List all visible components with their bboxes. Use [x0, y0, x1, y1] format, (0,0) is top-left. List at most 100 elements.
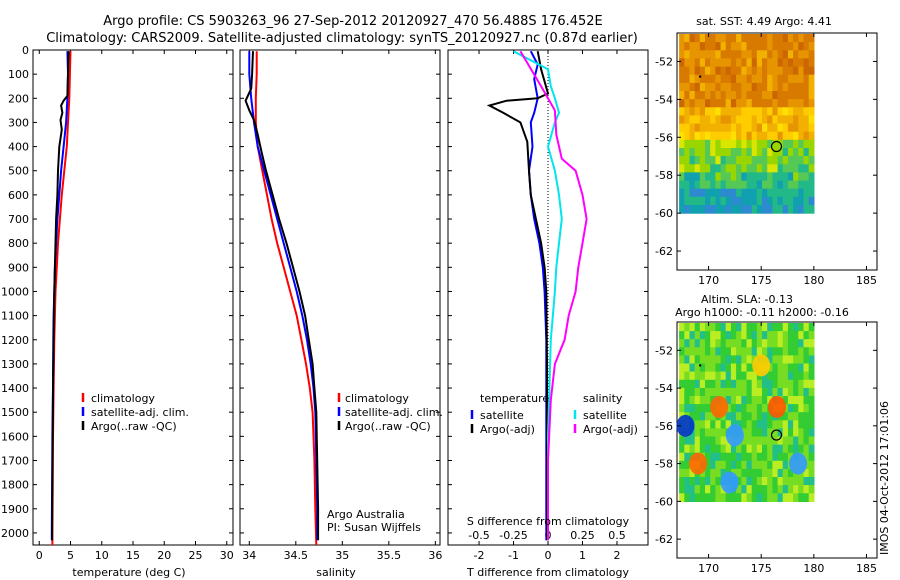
map-cell — [715, 485, 722, 494]
map-cell — [793, 347, 799, 356]
map-cell — [710, 148, 716, 157]
map-cell — [793, 50, 799, 59]
map-cell — [798, 115, 805, 125]
map-cell — [705, 339, 711, 348]
map-cell — [715, 50, 722, 59]
map-cell — [699, 420, 706, 429]
legend-label: Argo(..raw -QC) — [91, 420, 177, 433]
map-cell — [782, 363, 789, 373]
map-cell — [762, 123, 768, 133]
map-cell — [741, 164, 748, 173]
map-cell — [730, 34, 737, 43]
map-cell — [679, 107, 685, 116]
map-cell — [787, 58, 794, 68]
map-cell — [679, 404, 685, 413]
map-cell — [694, 172, 701, 182]
map-cell — [741, 477, 748, 486]
map-cell — [715, 363, 722, 373]
map-cell — [762, 323, 768, 332]
map-cell — [715, 34, 722, 43]
xtick-label: 2 — [613, 549, 620, 562]
map-cell — [736, 99, 742, 108]
map-cell — [699, 436, 706, 446]
map-cell — [762, 156, 768, 165]
map-cell — [736, 82, 742, 92]
map-cell — [710, 387, 716, 397]
map-cell — [793, 205, 799, 214]
map-cell — [741, 131, 748, 141]
map-cell — [694, 436, 701, 446]
map-cell — [730, 156, 737, 165]
map-cell — [751, 387, 758, 397]
map-cell — [756, 396, 763, 405]
map-cell — [782, 347, 789, 356]
legend-label: Argo(-adj) — [480, 423, 535, 436]
map-cell — [694, 428, 701, 438]
map-cell — [751, 139, 758, 149]
map-cell — [782, 355, 789, 365]
map-cell — [705, 347, 711, 356]
map-cell — [679, 82, 685, 92]
map-cell — [741, 363, 748, 373]
map-cell — [803, 205, 810, 214]
map-cell — [762, 460, 768, 470]
map-cell — [684, 485, 691, 494]
map-cell — [782, 323, 789, 332]
map-cell — [803, 107, 810, 116]
map-cell — [684, 139, 691, 149]
map-cell — [699, 82, 706, 92]
map-cell — [689, 74, 696, 84]
map-cell — [689, 205, 696, 214]
ytick-label: 600 — [8, 189, 29, 202]
map-cell — [787, 485, 794, 494]
map-cell — [736, 371, 742, 381]
map-cell — [720, 164, 727, 173]
map-cell — [782, 91, 789, 100]
legend-label: climatology — [345, 392, 409, 405]
map-cell — [746, 50, 753, 59]
map-cell — [725, 123, 732, 133]
ytick-label: 800 — [8, 237, 29, 250]
map-cell — [798, 404, 805, 413]
map-cell — [710, 196, 716, 206]
map-cell — [808, 172, 815, 182]
map-cell — [746, 355, 753, 365]
map-cell — [694, 74, 701, 84]
map-cell — [798, 34, 805, 43]
map-cell — [730, 123, 737, 133]
map-cell — [720, 180, 727, 190]
map-cell — [777, 347, 784, 356]
map-cell — [736, 339, 742, 348]
map-cell — [746, 91, 753, 100]
map-cell — [720, 115, 727, 125]
map-cell — [751, 91, 758, 100]
map-cell — [762, 436, 768, 446]
map-cell — [710, 323, 716, 332]
map-cell — [777, 82, 784, 92]
map-cell — [793, 66, 799, 76]
map-cell — [767, 66, 773, 76]
map-cell — [699, 99, 706, 108]
map-cell — [741, 371, 748, 381]
s-xtick-label: 0.5 — [608, 529, 626, 542]
map-cell — [730, 379, 737, 389]
map-cell — [684, 66, 691, 76]
sst-map-panel: 170 175 180 185 -52 -54 -56 -58 -60 -62 — [655, 32, 878, 287]
map-cell — [736, 477, 742, 486]
map-cell — [694, 493, 701, 502]
map-cell — [694, 371, 701, 381]
map-cell — [705, 66, 711, 76]
map-cell — [772, 115, 779, 125]
map-cell — [767, 148, 773, 157]
map-cell — [736, 123, 742, 133]
map-cell — [767, 196, 773, 206]
map-cell — [684, 331, 691, 340]
map-cell — [777, 172, 784, 182]
map-cell — [715, 66, 722, 76]
map-cell — [756, 420, 763, 429]
map-cell — [710, 436, 716, 446]
map-cell — [720, 428, 727, 438]
map-cell — [679, 477, 685, 486]
map-cell — [793, 404, 799, 413]
